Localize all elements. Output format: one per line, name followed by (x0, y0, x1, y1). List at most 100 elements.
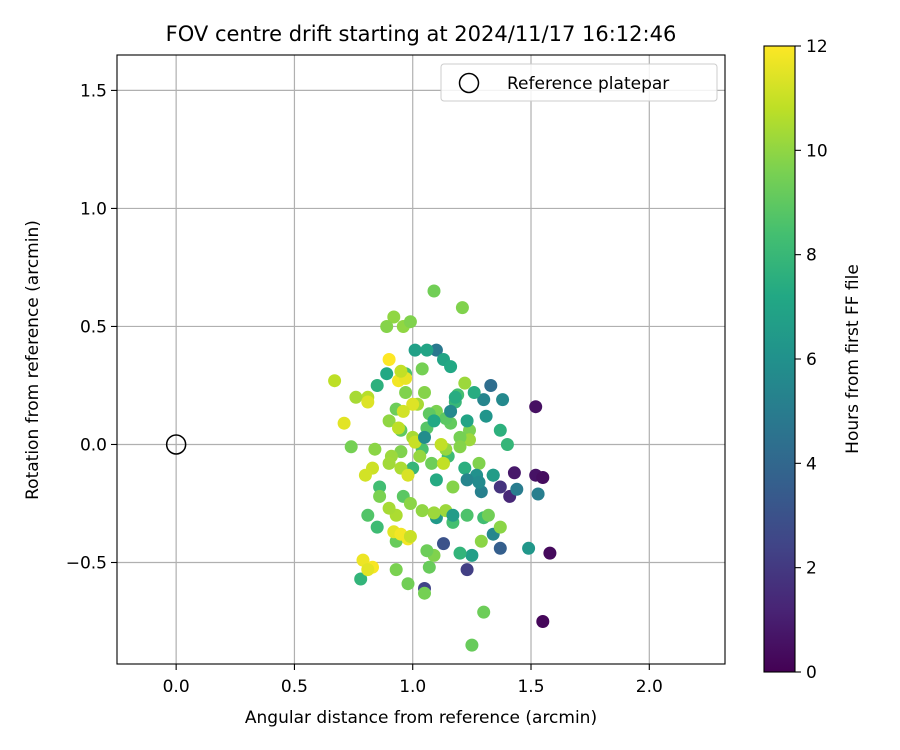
data-point (481, 508, 495, 522)
colorbar-label: Hours from first FF file (843, 264, 863, 454)
data-point (458, 461, 472, 475)
data-point (354, 572, 368, 586)
data-point (382, 414, 396, 428)
data-point (522, 541, 536, 555)
data-point (389, 563, 403, 577)
data-point (453, 430, 467, 444)
data-point (370, 520, 384, 534)
x-axis-label: Angular distance from reference (arcmin) (245, 708, 597, 728)
data-point (349, 390, 363, 404)
y-axis-label: Rotation from reference (arcmin) (23, 220, 43, 500)
y-tick-label: 1.5 (80, 81, 107, 101)
data-point (493, 541, 507, 555)
colorbar-tick-label: 0 (806, 663, 817, 683)
x-tick-label: 2.0 (636, 677, 663, 697)
y-axis-ticks: −0.5 0.0 0.5 1.0 1.5 (66, 81, 117, 574)
data-point (434, 438, 448, 451)
data-point (429, 343, 443, 357)
y-tick-label: 0.0 (80, 435, 107, 455)
data-point (455, 301, 469, 315)
data-point (401, 577, 415, 591)
data-point (382, 501, 396, 515)
data-point (465, 548, 479, 562)
data-points (328, 284, 557, 652)
data-point (510, 482, 524, 496)
data-point (418, 586, 431, 600)
data-point (460, 508, 474, 522)
data-point (415, 362, 429, 376)
colorbar-tick-label: 6 (806, 350, 817, 370)
data-point (458, 376, 472, 390)
data-point (467, 386, 481, 399)
data-point (403, 315, 417, 329)
data-point (408, 343, 422, 357)
data-point (536, 471, 550, 484)
data-point (465, 638, 479, 652)
data-point (344, 440, 358, 454)
data-point (403, 497, 417, 510)
data-point (472, 456, 486, 470)
data-point (380, 320, 394, 333)
data-point (422, 560, 436, 574)
data-point (444, 404, 458, 418)
data-point (380, 367, 394, 381)
data-point (429, 473, 443, 487)
data-point (418, 430, 431, 444)
data-point (403, 530, 417, 543)
data-point (446, 480, 460, 494)
data-point (361, 508, 375, 522)
data-point (531, 487, 545, 501)
colorbar-tick-label: 10 (806, 141, 828, 161)
plot-frame (116, 54, 726, 665)
data-point (477, 605, 491, 619)
colorbar-tick-label: 2 (806, 559, 817, 579)
data-point (399, 386, 413, 399)
data-point (500, 438, 514, 451)
data-point (373, 489, 387, 503)
data-point (420, 343, 434, 357)
y-tick-label: −0.5 (66, 554, 107, 574)
data-point (368, 442, 382, 456)
data-point (396, 404, 410, 418)
plot-area (117, 55, 725, 664)
data-point (418, 386, 431, 399)
x-tick-label: 0.5 (281, 677, 308, 697)
data-point (543, 546, 557, 560)
data-point (529, 400, 543, 414)
data-point (460, 414, 474, 428)
data-point (361, 395, 375, 409)
data-point (496, 393, 510, 407)
data-point (394, 364, 408, 378)
data-point (474, 534, 488, 548)
data-point (493, 520, 507, 534)
legend-entry-reference-platepar: Reference platepar (507, 74, 669, 94)
data-point (444, 360, 458, 374)
data-point (427, 506, 441, 520)
x-axis-ticks: 0.0 0.5 1.0 1.5 2.0 (163, 664, 663, 697)
data-point (413, 449, 427, 463)
legend-marker (458, 72, 480, 94)
data-point (479, 409, 493, 423)
data-point (427, 414, 441, 428)
x-tick-label: 1.5 (517, 677, 544, 697)
data-point (446, 508, 460, 522)
x-tick-label: 1.0 (399, 677, 426, 697)
data-point (460, 473, 474, 487)
data-point (453, 546, 467, 560)
data-point (460, 563, 474, 577)
data-point (493, 423, 507, 437)
legend: Reference platepar (440, 63, 718, 102)
data-point (425, 456, 439, 470)
data-point (437, 456, 450, 470)
data-point (507, 466, 521, 480)
data-point (437, 537, 450, 551)
data-point (536, 615, 550, 628)
data-point (361, 563, 375, 577)
data-point (493, 480, 507, 494)
data-point (387, 310, 401, 324)
data-point (328, 374, 342, 388)
data-point (401, 468, 415, 482)
colorbar-tick-label: 8 (806, 246, 817, 266)
data-point (358, 468, 372, 482)
colorbar-ticks: 0 2 4 6 8 10 12 (795, 37, 828, 683)
